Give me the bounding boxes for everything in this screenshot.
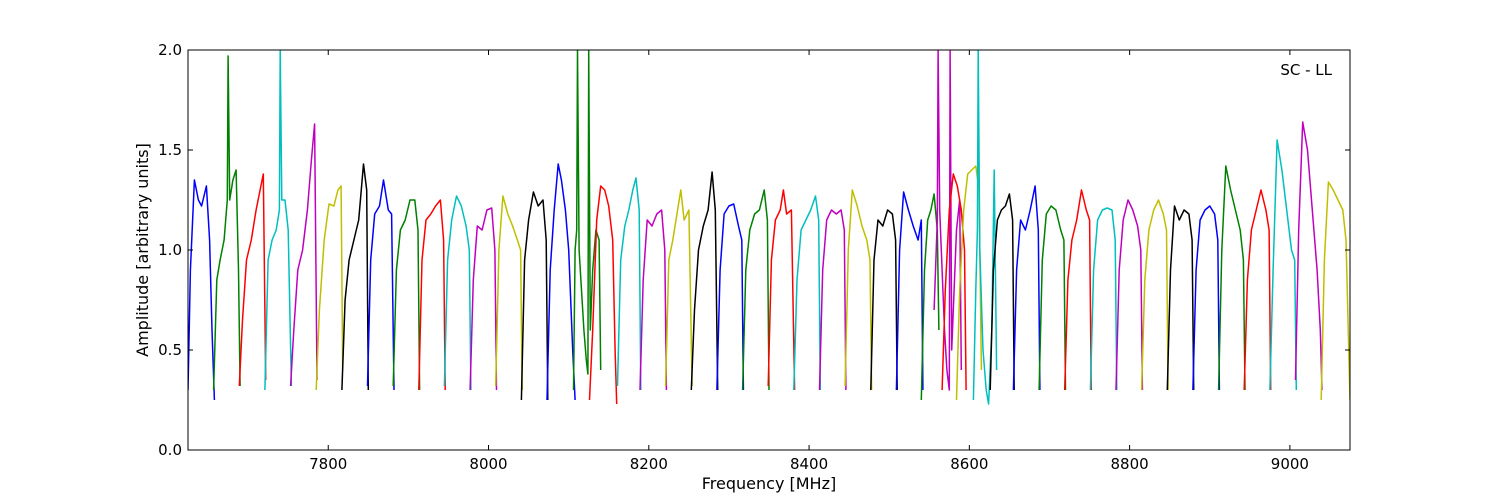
series-line-9 xyxy=(392,199,421,391)
series-line-21 xyxy=(690,171,719,391)
series-line-33 xyxy=(955,165,983,401)
series-line-28 xyxy=(870,209,898,391)
series-line-4 xyxy=(264,50,293,391)
series-line-24 xyxy=(767,189,796,391)
series-line-35 xyxy=(989,193,1015,391)
x-tick-label: 7800 xyxy=(309,455,347,473)
series-line-3 xyxy=(238,173,267,387)
tick-layer: 7800 8000 8200 8400 8600 8800 9000 0.0 0.5 1.0 1.5… xyxy=(158,41,1350,473)
series-line-48 xyxy=(1320,181,1350,401)
series-line-2 xyxy=(212,55,241,391)
x-tick-label: 8400 xyxy=(790,455,828,473)
series-line-46 xyxy=(1269,139,1298,391)
y-tick-label: 0.5 xyxy=(158,341,182,359)
series-line-36 xyxy=(1012,185,1041,391)
series-line-47 xyxy=(1294,121,1323,391)
series-line-22 xyxy=(716,203,745,391)
series-line-43 xyxy=(1192,205,1221,391)
series-line-1 xyxy=(188,179,216,401)
x-tick-label: 8800 xyxy=(1111,455,1149,473)
series-line-12 xyxy=(469,207,498,391)
series-line-14 xyxy=(520,191,549,401)
series-line-27 xyxy=(844,189,873,391)
series-line-39 xyxy=(1089,207,1118,391)
series-line-8 xyxy=(366,179,395,391)
series-layer xyxy=(188,50,1350,405)
series-line-5 xyxy=(289,123,318,387)
y-tick-label: 0.0 xyxy=(158,441,182,459)
x-tick-label: 9000 xyxy=(1271,455,1309,473)
series-line-38 xyxy=(1063,189,1092,391)
series-line-19 xyxy=(639,209,668,391)
series-line-7 xyxy=(341,163,370,391)
series-line-42 xyxy=(1166,205,1195,391)
x-tick-label: 8600 xyxy=(950,455,988,473)
series-line-40 xyxy=(1115,199,1144,391)
x-tick-label: 8000 xyxy=(469,455,507,473)
y-axis-title: Amplitude [arbitrary units] xyxy=(133,143,152,357)
y-tick-label: 1.5 xyxy=(158,141,182,159)
series-line-32 xyxy=(941,173,967,391)
series-line-45 xyxy=(1243,189,1272,391)
series-line-29 xyxy=(895,191,924,391)
series-line-23 xyxy=(741,189,770,391)
series-line-16 xyxy=(572,50,602,391)
series-line-17 xyxy=(588,185,618,405)
series-line-26 xyxy=(818,209,847,391)
series-line-6 xyxy=(315,185,344,391)
series-line-13 xyxy=(494,195,523,391)
series-line-41 xyxy=(1140,199,1169,391)
series-line-11 xyxy=(443,195,472,391)
series-line-10 xyxy=(418,199,446,391)
x-tick-label: 8200 xyxy=(630,455,668,473)
series-line-44 xyxy=(1217,165,1246,391)
y-tick-label: 1.0 xyxy=(158,241,182,259)
series-line-31 xyxy=(933,50,963,391)
series-line-18 xyxy=(616,177,642,391)
y-tick-label: 2.0 xyxy=(158,41,182,59)
series-line-15 xyxy=(546,163,576,401)
series-line-20 xyxy=(664,189,693,387)
series-line-37 xyxy=(1038,205,1067,391)
annotation-label: SC - LL xyxy=(1280,61,1332,79)
series-line-25 xyxy=(793,195,822,391)
x-axis-title: Frequency [MHz] xyxy=(702,474,836,493)
